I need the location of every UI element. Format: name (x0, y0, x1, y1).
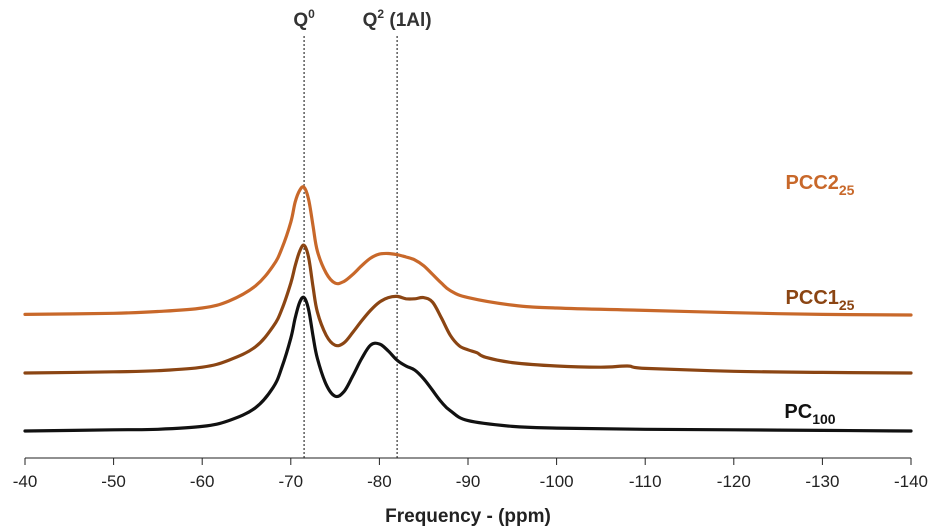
series-lines (23, 185, 913, 433)
marker-lines: Q0 Q2 (1Al) (293, 7, 432, 458)
series-label-sub: 100 (812, 411, 836, 427)
x-tick-label: -100 (540, 472, 574, 491)
x-tick-label: -130 (805, 472, 839, 491)
marker-label: Q0 (293, 7, 315, 31)
x-ticks: -40 -50 -60 -70 -80 -90 -100 -110 -120 -130 -140 (13, 458, 928, 491)
x-tick-label: -60 (190, 472, 215, 491)
x-tick-label: -70 (279, 472, 304, 491)
marker-label: Q2 (1Al) (363, 7, 432, 31)
x-tick-label: -40 (13, 472, 38, 491)
series-label-main: PCC2 (786, 172, 839, 194)
x-axis-title: Frequency - (ppm) (385, 506, 551, 527)
x-axis: -40 -50 -60 -70 -80 -90 -100 -110 -120 -130 -140 (13, 457, 928, 491)
marker-label-sup: 2 (377, 7, 384, 21)
marker-label-main: Q (293, 10, 308, 31)
series-label-main: PC (784, 401, 812, 423)
series-label-main: PCC1 (786, 287, 839, 309)
series-label-sub: 25 (839, 182, 855, 198)
marker-label-main: Q (363, 10, 378, 31)
x-tick-label: -120 (717, 472, 751, 491)
series-label: PC100 (784, 401, 835, 427)
marker-label-rest: (1Al) (384, 10, 432, 31)
x-tick-label: -110 (629, 472, 662, 491)
series-label: PCC125 (786, 287, 855, 313)
x-tick-label: -140 (894, 472, 928, 491)
series-label-sub: 25 (839, 297, 855, 313)
series-line (23, 243, 913, 375)
series-line (23, 295, 913, 433)
x-tick-label: -50 (101, 472, 126, 491)
x-tick-label: -80 (367, 472, 392, 491)
series-line (23, 185, 913, 317)
series-label: PCC225 (786, 172, 855, 198)
x-tick-label: -90 (456, 472, 481, 491)
marker-label-sup: 0 (308, 7, 315, 21)
